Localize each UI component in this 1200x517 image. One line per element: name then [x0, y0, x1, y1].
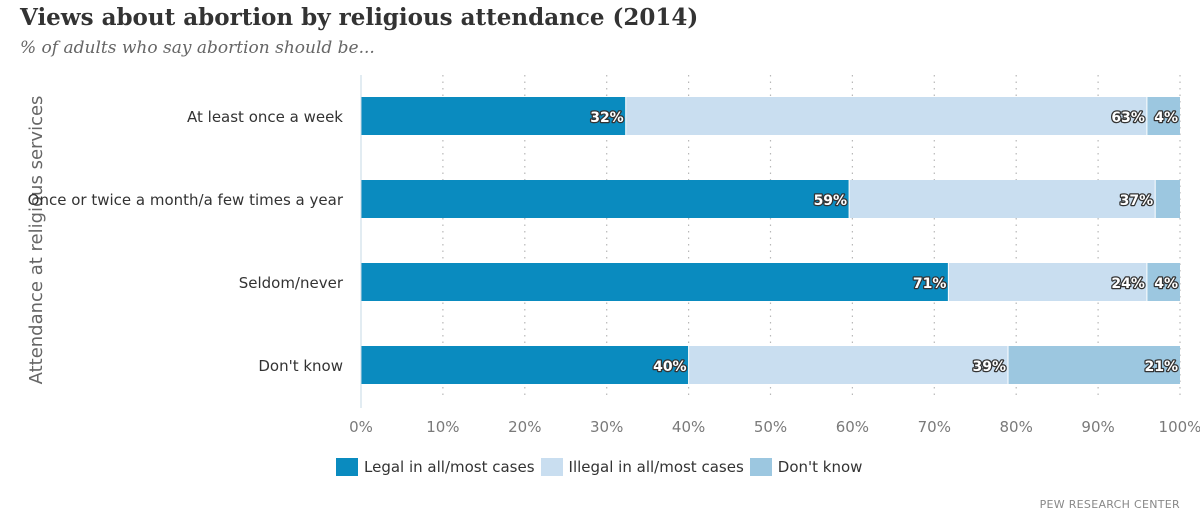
- category-label: At least once a week: [187, 108, 343, 126]
- x-tick-label: 90%: [1081, 418, 1114, 436]
- x-tick-label: 0%: [349, 418, 373, 436]
- grid-layer: [442, 75, 1181, 400]
- data-label: 4%: [1154, 110, 1178, 126]
- bar-segment: [948, 263, 1147, 301]
- category-label: Seldom/never: [239, 274, 344, 292]
- data-label: 40%: [653, 359, 687, 375]
- bar-segment: [361, 346, 689, 384]
- bar-segment: [625, 97, 1147, 135]
- x-tick-label: 20%: [508, 418, 541, 436]
- bar-segment: [688, 346, 1009, 384]
- bar-layer: [361, 97, 1180, 384]
- bar-segment: [1146, 263, 1180, 301]
- bar-segment: [361, 97, 626, 135]
- legend-label-illegal: Illegal in all/most cases: [568, 458, 744, 476]
- bar-segment: [361, 263, 949, 301]
- data-label: 59%: [814, 193, 848, 209]
- legend-label-dont-know: Don't know: [777, 458, 863, 476]
- source-note: PEW RESEARCH CENTER: [1039, 498, 1180, 511]
- legend-swatch-dont-know: [749, 458, 772, 476]
- bar-segment: [849, 180, 1156, 218]
- chart-title: Views about abortion by religious attend…: [20, 4, 699, 31]
- x-tick-label: 30%: [590, 418, 623, 436]
- bar-segment: [1155, 180, 1180, 218]
- x-tick-label: 50%: [754, 418, 787, 436]
- legend-item-legal: Legal in all/most cases: [336, 458, 535, 476]
- x-tick-label: 60%: [836, 418, 869, 436]
- data-label: 71%: [913, 276, 947, 292]
- data-label: 21%: [1144, 359, 1178, 375]
- legend-swatch-illegal: [540, 458, 563, 476]
- bar-segment: [361, 180, 850, 218]
- data-label: 24%: [1111, 276, 1145, 292]
- legend-item-illegal: Illegal in all/most cases: [540, 458, 744, 476]
- legend-label-legal: Legal in all/most cases: [364, 458, 535, 476]
- data-label: 37%: [1120, 193, 1154, 209]
- x-tick-label: 70%: [918, 418, 951, 436]
- data-label: 63%: [1111, 110, 1145, 126]
- legend-item-dont-know: Don't know: [749, 458, 863, 476]
- data-label: 32%: [590, 110, 624, 126]
- bar-segment: [1008, 346, 1180, 384]
- y-axis-title: Attendance at religious services: [26, 96, 47, 385]
- legend: Legal in all/most cases Illegal in all/m…: [336, 458, 868, 476]
- x-tick-label: 100%: [1159, 418, 1200, 436]
- bar-segment: [1146, 97, 1180, 135]
- data-label-layer: 32% 63% 4% 59% 37% 71% 24% 4% 40% 39% 21%: [589, 109, 1179, 377]
- chart-subtitle: % of adults who say abortion should be..…: [20, 38, 375, 58]
- x-tick-label: 10%: [426, 418, 459, 436]
- category-label: Once or twice a month/a few times a year: [28, 191, 344, 209]
- category-label: Don't know: [258, 357, 343, 375]
- data-label: 39%: [972, 359, 1006, 375]
- x-tick-label: 40%: [672, 418, 705, 436]
- x-tick-label: 80%: [1000, 418, 1033, 436]
- data-label: 4%: [1154, 276, 1178, 292]
- legend-swatch-legal: [336, 458, 358, 476]
- axis-layer: 0% 10% 20% 30% 40% 50% 60% 70% 80% 90% 100% Attenda…: [26, 75, 1200, 436]
